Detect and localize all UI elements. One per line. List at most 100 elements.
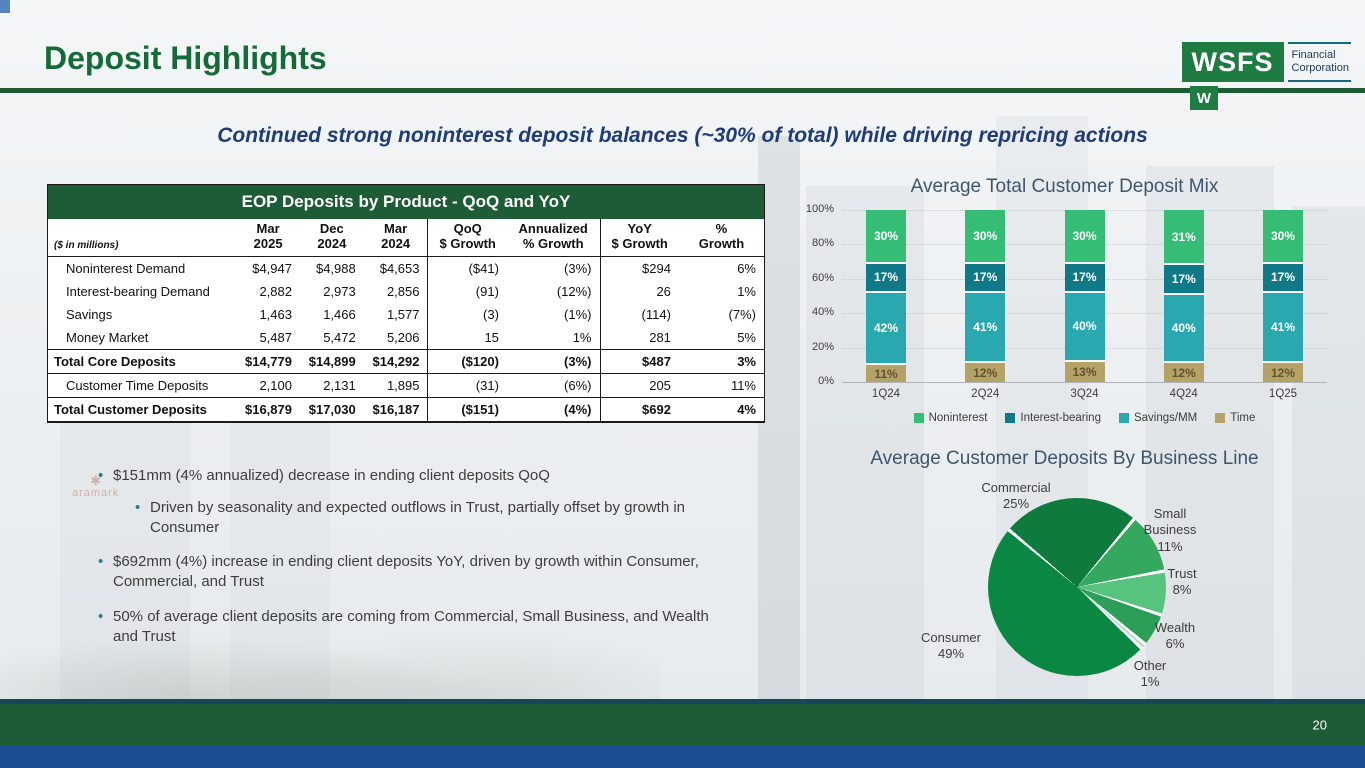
table-cell: ($151) <box>427 397 507 422</box>
table-cell: $487 <box>642 353 671 369</box>
bar-x-axis: 1Q24 2Q24 3Q24 4Q24 1Q25 <box>842 388 1327 400</box>
table-cell: (7%) <box>728 306 756 322</box>
legend-swatch <box>1005 413 1016 423</box>
table-total-row: Total Customer Deposits $16,879 $17,030 $16… <box>48 397 764 422</box>
bar-segment-time: 12% <box>965 361 1006 382</box>
table-cell: (31) <box>427 373 507 398</box>
table-cell: 15 <box>427 325 507 350</box>
bar-segment-interest-bearing: 17% <box>866 261 906 291</box>
bullet-text: $151mm (4% annualized) decrease in endin… <box>113 467 550 484</box>
stacked-bar-1q25: 30% 17% 41% 12% <box>1263 210 1303 382</box>
table-row: Savings 1,463 1,466 1,577 (3) (1%) (114) (7%) <box>48 302 764 326</box>
bar-segment-time: 13% <box>1064 359 1105 382</box>
table-cell: 5,487 <box>259 329 292 345</box>
header-line2: $ Growth <box>439 235 496 251</box>
header-line2: 2024 <box>317 235 347 251</box>
bar-plot-area: 0% 20% 40% 60% 80% 100% 30% 17% 42% 11% 30% 17% 41% 1… <box>806 203 1327 387</box>
bar-chart-body: 0% 20% 40% 60% 80% 100% 30% 17% 42% 11% 30% 17% 41% 1… <box>806 203 1327 387</box>
legend-item: Interest-bearing <box>1005 412 1101 424</box>
table-cell: 26 <box>656 283 671 299</box>
bar-legend: Noninterest Interest-bearing Savings/MM Tim… <box>832 412 1337 424</box>
bar-segment-interest-bearing: 17% <box>1263 261 1303 291</box>
table-cell: 3% <box>737 353 756 369</box>
pie-label-small-business: Small Business 11% <box>1136 506 1204 555</box>
pie-label-consumer: Consumer 49% <box>908 630 994 663</box>
bullet-marker: • <box>98 467 104 484</box>
table-cell: (6%) <box>506 373 601 398</box>
legend-item: Savings/MM <box>1118 412 1197 424</box>
table-cell: 5,206 <box>386 329 420 345</box>
table-cell: $4,988 <box>315 260 356 276</box>
x-axis-label: 4Q24 <box>1169 388 1198 400</box>
pie-label-commercial: Commercial 25% <box>970 480 1062 513</box>
pie-label-trust: Trust 8% <box>1152 566 1212 599</box>
table-cell: 2,100 <box>259 377 292 393</box>
bar-segment-savings-mm: 41% <box>965 290 1006 362</box>
row-label: Interest-bearing Demand <box>66 283 210 299</box>
table-cell: $14,899 <box>308 353 356 369</box>
y-axis-label: 20% <box>811 340 834 353</box>
table-cell: $692 <box>642 401 671 417</box>
table-cell: (12%) <box>506 279 601 303</box>
stacked-bar-2q24: 30% 17% 41% 12% <box>965 210 1006 382</box>
legend-item: Time <box>1215 412 1255 424</box>
table-cell: 1,466 <box>323 306 356 322</box>
column-header: YoY $ Growth <box>600 219 679 256</box>
pie-label-value: 1% <box>1140 674 1160 690</box>
pie-label-name: Consumer <box>921 630 981 645</box>
header-line2: 2025 <box>253 235 283 251</box>
pie-graphic <box>988 498 1166 676</box>
y-axis-label: 100% <box>805 203 834 215</box>
table-cell: 5,472 <box>323 329 356 345</box>
pie-label-value: 8% <box>1172 582 1192 598</box>
deposit-mix-chart: Average Total Customer Deposit Mix 0% 20%… <box>792 176 1337 424</box>
table-cell: (91) <box>427 279 507 303</box>
pie-chart-title: Average Customer Deposits By Business Li… <box>870 448 1259 469</box>
bullet-marker: • <box>98 553 104 571</box>
bullet-marker: • <box>98 607 104 625</box>
logo-subtext-line1: Financial <box>1291 49 1336 62</box>
pie-label-name: Small Business <box>1143 506 1197 538</box>
bullet-text: 50% of average client deposits are comin… <box>113 607 709 645</box>
header-divider <box>0 88 1365 93</box>
column-header: Annualized% Growth <box>506 219 601 257</box>
y-axis-label: 80% <box>811 237 834 250</box>
business-line-chart: Average Customer Deposits By Business Li… <box>792 448 1337 726</box>
x-axis-label: 3Q24 <box>1070 388 1099 400</box>
table-cell: $16,187 <box>372 401 420 417</box>
deposits-table: ($ in millions) Mar 2025 Dec 2024 Mar 2024 QoQ $… <box>48 219 764 422</box>
header-line2: % Growth <box>522 235 584 251</box>
column-header: % Growth <box>679 219 764 256</box>
table-cell: $16,879 <box>244 401 292 417</box>
bar-segment-noninterest: 30% <box>1263 210 1303 262</box>
legend-label: Time <box>1230 412 1256 424</box>
bullet-text: Driven by seasonality and expected outfl… <box>150 498 685 536</box>
header-line1: Dec <box>319 221 344 236</box>
header-line1: % <box>715 221 728 236</box>
header-line1: Mar <box>384 221 408 236</box>
pie-label-wealth: Wealth 6% <box>1144 620 1206 653</box>
pie-label-value: 25% <box>1002 496 1030 512</box>
table-cell: $4,653 <box>379 260 420 276</box>
bullet-marker: • <box>135 498 141 516</box>
table-cell: 2,131 <box>323 377 356 393</box>
building-sign-w: W <box>1190 86 1218 110</box>
bar-segment-noninterest: 31% <box>1163 210 1204 264</box>
bullet-text: $692mm (4%) increase in ending client de… <box>113 553 699 591</box>
table-header-row: ($ in millions) Mar 2025 Dec 2024 Mar 2024 QoQ $… <box>48 219 764 257</box>
bar-segment-savings-mm: 41% <box>1263 290 1303 362</box>
table-cell: 2,882 <box>259 283 292 299</box>
header-line1: Annualized <box>518 221 588 236</box>
aramark-text: aramark <box>72 487 120 499</box>
table-title: EOP Deposits by Product - QoQ and YoY <box>48 185 764 219</box>
legend-item: Noninterest <box>913 412 987 424</box>
header-line2: 2024 <box>381 235 411 251</box>
y-axis-label: 40% <box>811 306 834 319</box>
column-header: QoQ $ Growth <box>427 219 507 257</box>
stacked-bar-4q24: 31% 17% 40% 12% <box>1163 210 1204 382</box>
table-cell: (1%) <box>506 302 601 326</box>
pie-label-other: Other 1% <box>1120 658 1180 691</box>
pie-chart-body: Commercial 25% Small Business 11% Trust 8% Wea… <box>792 474 1337 726</box>
table-cell: $294 <box>642 260 671 276</box>
pie-label-value: 11% <box>1157 538 1183 554</box>
